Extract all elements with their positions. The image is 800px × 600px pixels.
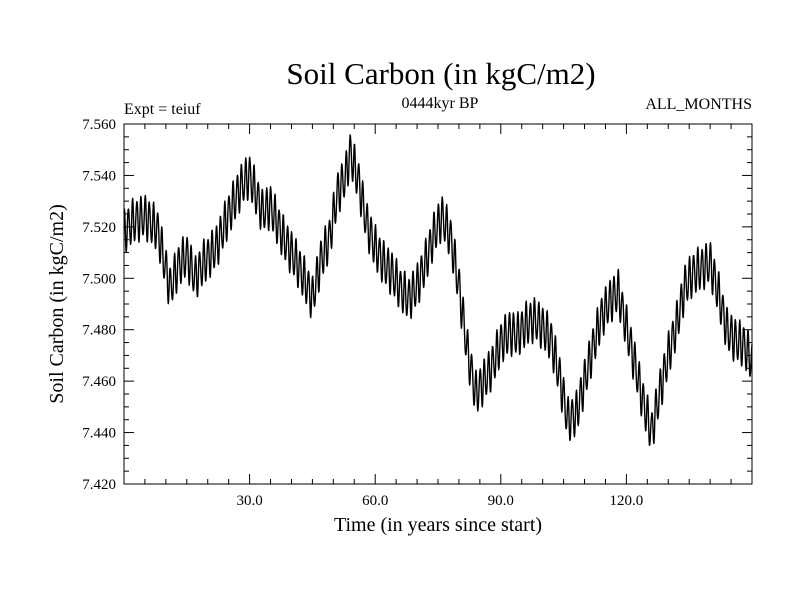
x-tick-label: 120.0 [610, 493, 644, 509]
y-tick-label: 7.440 [82, 426, 116, 442]
x-axis-label: Time (in years since start) [334, 514, 542, 536]
series-layer [123, 134, 753, 446]
y-tick-label: 7.420 [82, 477, 116, 493]
y-tick-label: 7.480 [82, 323, 116, 339]
x-tick-label: 30.0 [236, 493, 262, 509]
y-tick-label: 7.560 [82, 117, 116, 133]
ticks-layer [124, 124, 752, 484]
y-tick-label: 7.500 [82, 271, 116, 287]
series-line-0 [123, 134, 753, 446]
y-axis-label: Soil Carbon (in kgC/m2) [46, 204, 68, 403]
chart-title: Soil Carbon (in kgC/m2) [286, 56, 595, 91]
months-label: ALL_MONTHS [645, 96, 752, 113]
x-tick-label: 90.0 [488, 493, 514, 509]
tick-labels-layer: 30.0 60.0 90.0 120.0 7.420 7.440 7.460 7.480 7.5… [82, 117, 643, 509]
x-tick-label: 60.0 [362, 493, 388, 509]
chart-subtitle: 0444kyr BP [402, 95, 479, 112]
plot-frame [123, 123, 753, 485]
y-tick-label: 7.540 [82, 168, 116, 184]
y-tick-label: 7.460 [82, 374, 116, 390]
experiment-label: Expt = teiuf [124, 101, 201, 118]
y-tick-label: 7.520 [82, 220, 116, 236]
